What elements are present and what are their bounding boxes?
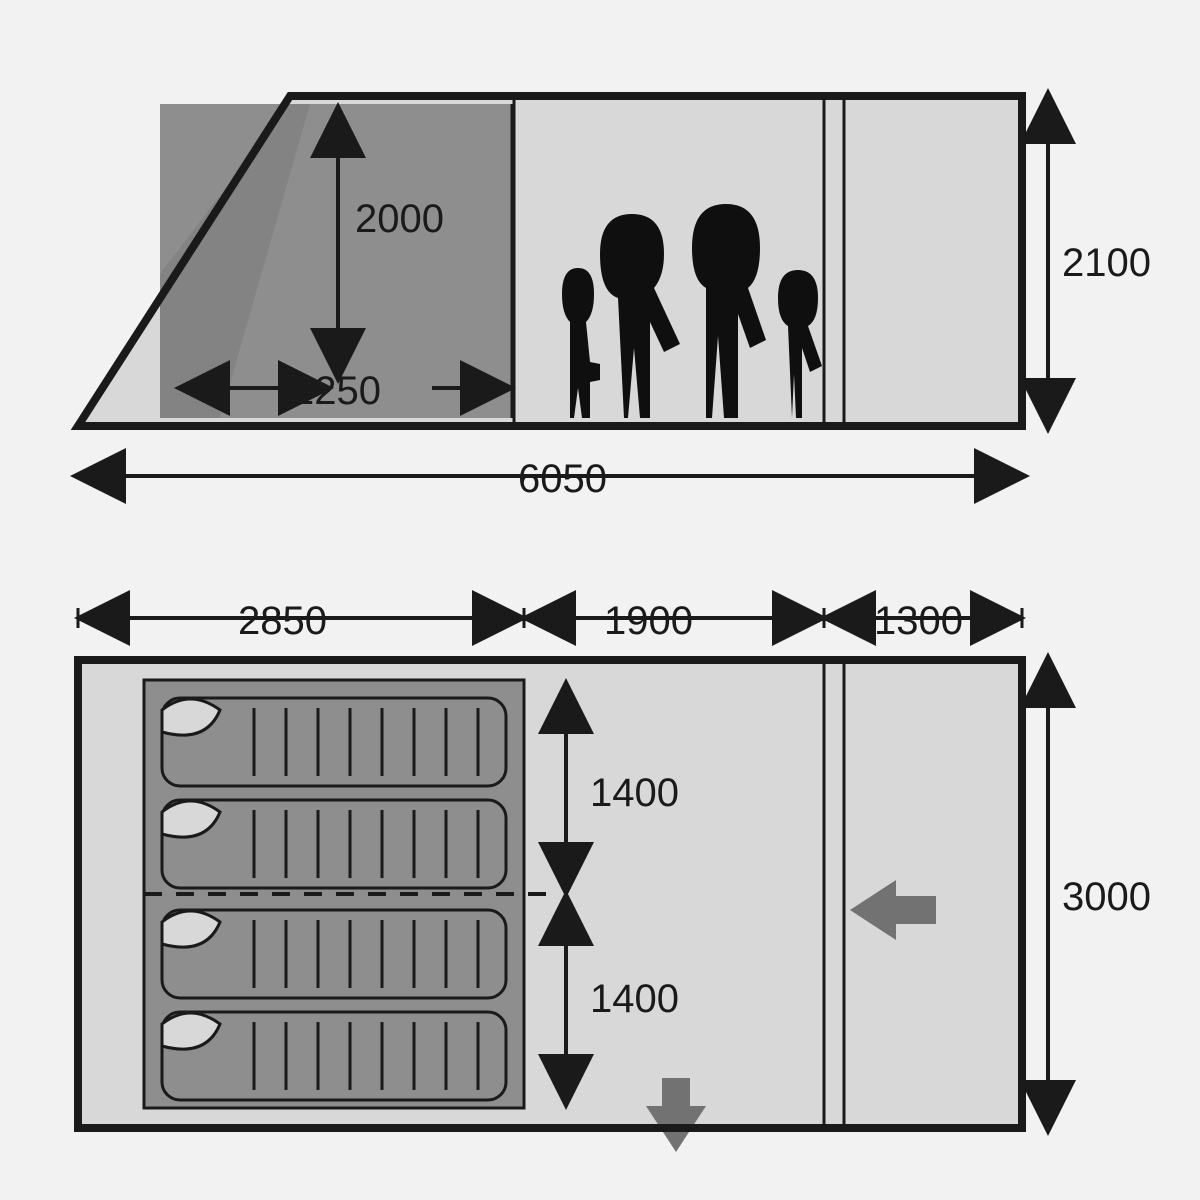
svg-text:3000: 3000 — [1062, 875, 1151, 919]
sleeping-bag — [162, 698, 506, 786]
svg-text:1400: 1400 — [590, 771, 679, 815]
tent-dimension-diagram: 2000 2250 2100 6050 2850 1900 1300 1400 1400 3000 — [0, 0, 1200, 1200]
svg-text:1900: 1900 — [604, 599, 693, 643]
sleeping-bag — [162, 910, 506, 998]
svg-text:1400: 1400 — [590, 977, 679, 1021]
svg-text:2850: 2850 — [238, 599, 327, 643]
dim-2000-label: 2000 — [355, 197, 444, 241]
dim-2250-label: 2250 — [292, 369, 381, 413]
svg-text:1300: 1300 — [874, 599, 963, 643]
svg-text:6050: 6050 — [518, 457, 607, 501]
sleeping-bag — [162, 800, 506, 888]
svg-text:2100: 2100 — [1062, 241, 1151, 285]
sleeping-bag — [162, 1012, 506, 1100]
